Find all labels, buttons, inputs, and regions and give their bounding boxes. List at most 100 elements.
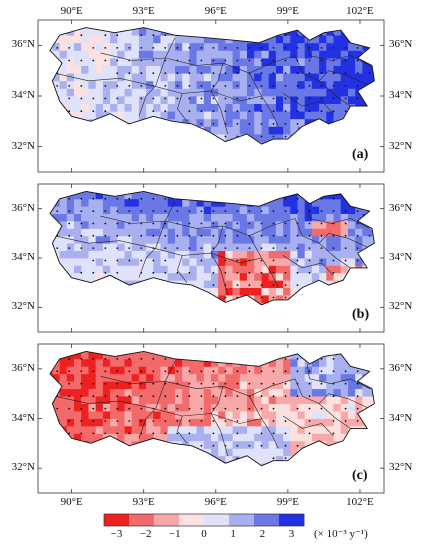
trend-cell xyxy=(355,65,363,74)
trend-cell xyxy=(189,65,197,74)
trend-cell xyxy=(290,403,298,412)
trend-cell xyxy=(203,243,212,251)
significance-dot xyxy=(248,222,251,225)
trend-cell xyxy=(340,272,349,281)
trend-cell xyxy=(196,272,205,281)
trend-cell xyxy=(153,228,161,237)
trend-cell xyxy=(197,177,205,185)
trend-cell xyxy=(66,418,75,427)
trend-cell xyxy=(182,358,190,367)
significance-dot xyxy=(152,210,155,213)
significance-dot xyxy=(356,97,359,100)
trend-cell xyxy=(160,65,169,74)
trend-cell xyxy=(290,65,298,74)
trend-cell xyxy=(175,35,183,44)
trend-cell xyxy=(348,403,356,412)
trend-cell xyxy=(340,221,349,229)
trend-cell xyxy=(326,35,334,44)
trend-cell xyxy=(88,243,97,251)
trend-cell xyxy=(88,272,97,281)
significance-dot xyxy=(296,210,299,213)
trend-cell xyxy=(153,65,161,74)
trend-cell xyxy=(355,243,363,251)
significance-dot xyxy=(236,123,239,125)
significance-dot xyxy=(248,110,251,113)
trend-cell xyxy=(103,337,111,345)
significance-dot xyxy=(224,47,227,49)
trend-cell xyxy=(59,250,68,259)
trend-cell xyxy=(268,455,277,464)
significance-dot xyxy=(344,97,347,100)
trend-cell xyxy=(102,58,111,66)
significance-dot xyxy=(188,247,191,250)
trend-cell xyxy=(348,213,356,222)
trend-cell xyxy=(211,73,219,82)
trend-cell xyxy=(160,366,169,375)
trend-cell xyxy=(290,50,298,59)
significance-dot xyxy=(128,72,131,75)
trend-cell xyxy=(74,243,82,251)
trend-cell xyxy=(261,418,270,427)
trend-cell xyxy=(297,228,306,237)
trend-cell xyxy=(196,35,205,44)
trend-cell xyxy=(261,65,270,74)
trend-cell xyxy=(340,411,349,419)
trend-cell xyxy=(138,381,147,390)
colorbar-tick-label: 0 xyxy=(201,528,207,540)
trend-cell xyxy=(175,177,183,185)
trend-cell xyxy=(232,126,241,135)
significance-dot xyxy=(284,247,287,250)
trend-cell xyxy=(167,258,176,266)
trend-cell xyxy=(59,228,68,237)
trend-cell xyxy=(225,50,233,59)
significance-dot xyxy=(164,234,167,237)
trend-cell xyxy=(182,272,190,281)
trend-cell xyxy=(59,381,68,390)
trend-cell xyxy=(254,287,262,296)
trend-cell xyxy=(167,228,176,237)
trend-cell xyxy=(297,433,306,442)
trend-cell xyxy=(88,235,97,244)
trend-cell xyxy=(268,235,277,244)
trend-cell xyxy=(196,243,205,251)
trend-cell xyxy=(153,337,161,345)
significance-dot xyxy=(68,47,71,49)
significance-dot xyxy=(152,97,155,100)
trend-cell xyxy=(254,455,262,464)
trend-cell xyxy=(319,373,327,382)
trend-cell xyxy=(290,388,298,397)
trend-cell xyxy=(304,88,313,97)
significance-dot xyxy=(272,222,275,225)
trend-cell xyxy=(283,65,291,74)
trend-cell xyxy=(124,426,133,434)
significance-dot xyxy=(92,420,95,422)
trend-cell xyxy=(218,440,226,449)
trend-cell xyxy=(283,358,291,367)
trend-cell xyxy=(88,265,97,274)
trend-cell xyxy=(247,381,255,390)
significance-dot xyxy=(116,234,119,237)
trend-cell xyxy=(146,35,154,44)
trend-cell xyxy=(254,103,262,112)
trend-cell xyxy=(304,96,313,104)
trend-cell xyxy=(261,88,270,97)
significance-dot xyxy=(344,72,347,75)
trend-cell xyxy=(117,358,125,367)
trend-cell xyxy=(384,426,392,434)
trend-cell xyxy=(131,358,140,367)
significance-dot xyxy=(176,234,179,237)
significance-dot xyxy=(236,59,239,62)
trend-cell xyxy=(247,418,255,427)
trend-cell xyxy=(218,80,226,89)
significance-dot xyxy=(356,210,359,213)
trend-cell xyxy=(117,88,125,97)
colorbar-segment xyxy=(204,514,230,526)
region-boundary xyxy=(318,232,370,249)
x-tick-label-top: 93°E xyxy=(132,5,155,17)
significance-dot xyxy=(224,59,227,62)
trend-cell xyxy=(153,73,161,82)
trend-cell xyxy=(59,403,68,412)
trend-cell xyxy=(283,96,291,104)
trend-cell xyxy=(275,433,284,442)
trend-cell xyxy=(52,42,60,51)
